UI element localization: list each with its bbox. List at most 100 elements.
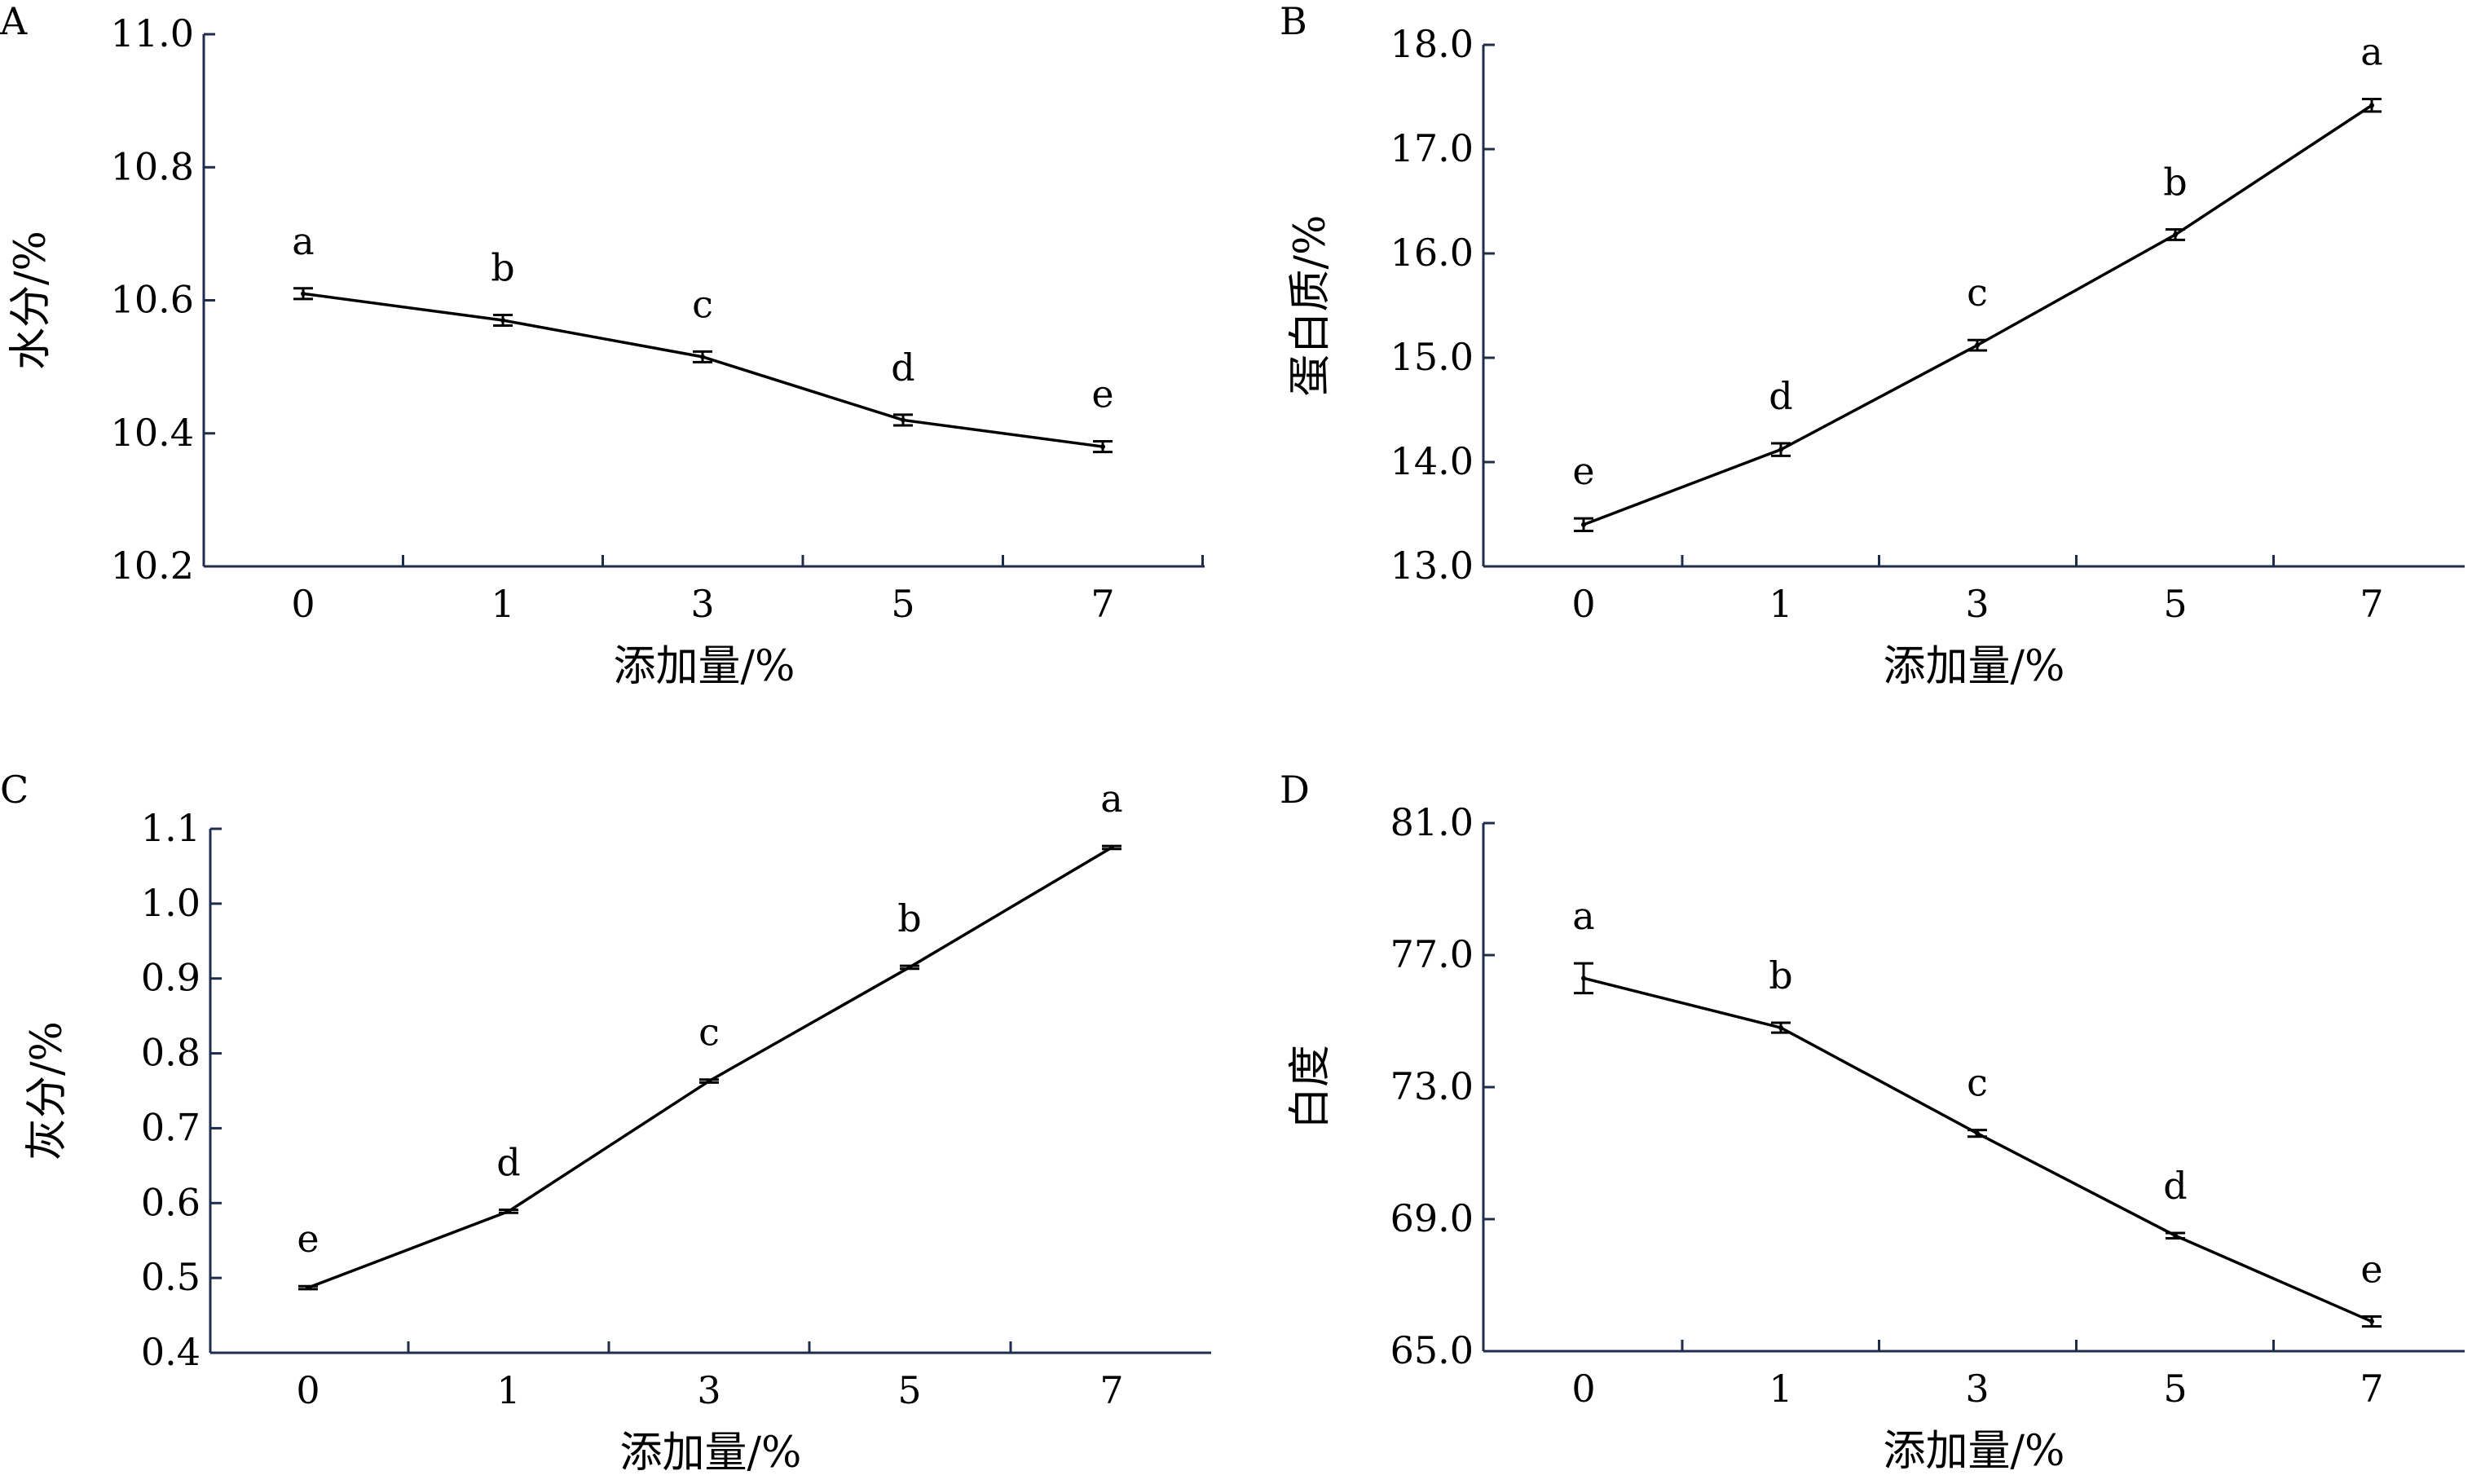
panel-c: 0.4 0.5 0.6 0.7 0.8 0.9 1.0 1.1 0 1 3 5 7 添加量/% 灰分/% Ce…	[0, 768, 1211, 1477]
significance-label: b	[2163, 161, 2187, 205]
y-axis-title: 蛋白质/%	[1286, 215, 1335, 397]
significance-label: e	[1572, 449, 1594, 493]
y-tick-label: 16.0	[1390, 231, 1474, 275]
panel-label: A	[0, 0, 28, 43]
data-point	[1109, 844, 1114, 850]
y-axis-title: 灰分/%	[23, 1021, 72, 1160]
x-tick-label: 7	[1091, 582, 1114, 626]
significance-label: d	[1769, 374, 1792, 418]
series-line	[307, 846, 1113, 1289]
y-tick-label: 77.0	[1390, 932, 1474, 976]
y-axis-title: 水分/%	[7, 231, 55, 370]
data-point	[1581, 522, 1586, 527]
y-tick-label: 0.7	[141, 1105, 200, 1149]
significance-label: a	[1572, 894, 1594, 938]
data-point	[1581, 975, 1586, 981]
significance-label: a	[2360, 30, 2382, 74]
panel-label: D	[1280, 768, 1310, 812]
x-axis-title: 添加量/%	[1884, 1427, 2065, 1476]
data-point	[1975, 342, 1980, 348]
data-point	[907, 964, 912, 970]
series-line	[1583, 103, 2373, 526]
x-tick-label: 7	[1099, 1368, 1123, 1412]
y-tick-label: 81.0	[1390, 800, 1474, 844]
y-tick-label: 13.0	[1390, 544, 1474, 588]
x-tick-label: 1	[1769, 1367, 1792, 1411]
y-tick-label: 0.6	[141, 1180, 200, 1224]
y-tick-label: 10.2	[111, 544, 194, 588]
y-tick-label: 1.0	[141, 881, 200, 925]
x-tick-label: 5	[897, 1368, 921, 1412]
data-point	[1100, 444, 1105, 450]
panel-label: B	[1280, 0, 1307, 43]
significance-label: b	[897, 896, 921, 940]
x-tick-label: 3	[690, 582, 714, 626]
significance-label: c	[692, 282, 713, 326]
y-tick-label: 65.0	[1390, 1328, 1474, 1372]
x-tick-label: 5	[2163, 1367, 2187, 1411]
data-point	[2369, 1319, 2374, 1324]
y-tick-label: 0.5	[141, 1255, 200, 1299]
data-point	[901, 417, 906, 423]
significance-label: e	[297, 1217, 319, 1261]
data-point	[1778, 447, 1783, 452]
y-tick-label: 18.0	[1390, 22, 1474, 66]
significance-label: e	[2360, 1247, 2382, 1291]
x-tick-label: 0	[1571, 582, 1595, 626]
significance-label: d	[496, 1141, 520, 1185]
y-tick-label: 0.4	[141, 1330, 200, 1374]
significance-label: b	[1769, 953, 1792, 997]
data-point	[506, 1209, 511, 1214]
significance-label: d	[2163, 1164, 2187, 1208]
significance-label: c	[698, 1011, 720, 1055]
data-point	[707, 1078, 712, 1084]
x-tick-label: 3	[697, 1368, 720, 1412]
data-point	[700, 354, 705, 359]
y-tick-label: 17.0	[1390, 126, 1474, 170]
y-tick-label: 0.9	[141, 956, 200, 1000]
significance-label: b	[491, 245, 514, 289]
y-tick-label: 11.0	[111, 11, 194, 55]
x-tick-label: 7	[2360, 582, 2383, 626]
data-point	[301, 291, 306, 297]
x-tick-label: 3	[1965, 582, 1989, 626]
y-tick-label: 10.4	[111, 411, 194, 455]
x-tick-label: 1	[1769, 582, 1792, 626]
data-point	[2369, 103, 2374, 108]
significance-label: d	[891, 346, 914, 390]
panel-label: C	[0, 768, 29, 812]
x-tick-label: 0	[296, 1368, 319, 1412]
data-point	[1778, 1025, 1783, 1031]
panel-d: 65.0 69.0 73.0 77.0 81.0 0 1 3 5 7 添加量/% 白度 Da b c d e	[1280, 768, 2465, 1476]
x-tick-label: 7	[2360, 1367, 2383, 1411]
y-tick-label: 69.0	[1390, 1196, 1474, 1240]
x-tick-label: 1	[491, 582, 514, 626]
significance-label: a	[292, 219, 314, 263]
series-line	[1583, 976, 2373, 1323]
significance-label: a	[1100, 777, 1122, 821]
y-tick-label: 0.8	[141, 1031, 200, 1075]
x-tick-label: 0	[291, 582, 315, 626]
significance-label: c	[1967, 1061, 1988, 1105]
significance-label: c	[1967, 271, 1988, 315]
x-axis-title: 添加量/%	[614, 642, 795, 691]
data-point	[2173, 1233, 2178, 1239]
y-tick-label: 14.0	[1390, 439, 1474, 483]
y-tick-label: 10.6	[111, 278, 194, 322]
y-axis-title: 白度	[1286, 1045, 1335, 1130]
y-tick-label: 73.0	[1390, 1064, 1474, 1108]
data-point	[500, 317, 505, 323]
y-tick-label: 1.1	[141, 806, 200, 850]
data-point	[2173, 231, 2178, 237]
panel-a: 10.2 10.4 10.6 10.8 11.0 0 1 3 5 7 添加量/% 水分/% Aa b c d e	[0, 0, 1205, 691]
y-tick-label: 10.8	[111, 144, 194, 188]
x-tick-label: 5	[2163, 582, 2187, 626]
y-tick-label: 15.0	[1390, 335, 1474, 379]
x-axis-title: 添加量/%	[1884, 642, 2065, 691]
significance-label: e	[1091, 372, 1113, 416]
panel-b: 13.0 14.0 15.0 16.0 17.0 18.0 0 1 3 5 7 添加量/% 蛋白质/% B…	[1280, 0, 2465, 691]
x-tick-label: 0	[1571, 1367, 1595, 1411]
data-point	[306, 1285, 311, 1291]
x-tick-label: 5	[891, 582, 914, 626]
